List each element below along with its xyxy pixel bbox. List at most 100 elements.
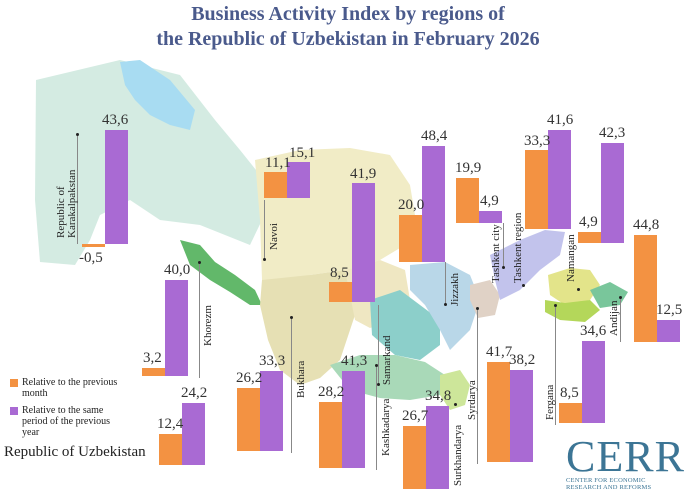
value-prev-month: -0,5 — [79, 250, 103, 266]
bar-prev-month — [559, 403, 582, 423]
value-prev-year: 41,6 — [547, 112, 574, 128]
bar-prev-month — [399, 215, 422, 262]
region-label: Navoi — [268, 223, 280, 250]
bar-prev-month — [319, 402, 342, 468]
bar-prev-year — [548, 130, 571, 229]
bar-prev-year — [510, 370, 533, 462]
map-region-fergana — [545, 300, 600, 322]
region-dot — [377, 383, 380, 386]
map-region-namangan — [548, 268, 600, 305]
region-dot — [76, 133, 79, 136]
region-dot — [375, 364, 378, 367]
region-label: Jizzakh — [449, 273, 461, 306]
region-label: Kashkadarya — [380, 398, 392, 456]
bar-prev-month — [456, 178, 479, 223]
value-prev-year: 43,6 — [102, 112, 129, 128]
value-prev-month: 12,4 — [157, 416, 184, 432]
map-region-khorezm — [180, 240, 262, 305]
region-label: Bukhara — [295, 360, 307, 398]
value-prev-month: 8,5 — [330, 265, 349, 281]
bar-prev-year — [657, 320, 680, 342]
logo-text: CERR — [566, 432, 685, 481]
map-aral-sea — [120, 60, 195, 130]
region-dot — [502, 266, 505, 269]
map-region-surkhandarya — [440, 370, 470, 410]
value-prev-month: 4,9 — [579, 214, 598, 230]
map-region-andijan — [590, 282, 628, 308]
legend-label: Relative to the same period of the previ… — [22, 405, 111, 438]
value-prev-year: 34,8 — [425, 388, 452, 404]
legend: Relative to the previous month Relative … — [10, 377, 132, 444]
bar-prev-year — [182, 403, 205, 465]
bar-prev-month — [578, 232, 601, 243]
value-prev-year: 48,4 — [421, 128, 448, 144]
bar-prev-year — [422, 146, 445, 262]
bar-prev-month — [237, 388, 260, 451]
leader-line — [199, 262, 200, 378]
region-label: Samarkand — [381, 335, 393, 385]
region-label: Tashkent region — [512, 212, 524, 283]
region-label: Syrdarya — [466, 380, 478, 420]
value-prev-month: 3,2 — [143, 350, 162, 366]
country-label: Republic of Uzbekistan — [4, 444, 146, 460]
bar-prev-year — [352, 183, 375, 302]
value-prev-year: 40,0 — [164, 262, 191, 278]
value-prev-month: 8,5 — [560, 385, 579, 401]
leader-line — [503, 223, 504, 268]
bar-prev-month — [82, 244, 105, 247]
bar-prev-month — [264, 172, 287, 198]
bar-prev-year — [426, 406, 449, 489]
cerr-logo: CERR CENTER FOR ECONOMIC RESEARCH AND RE… — [566, 432, 685, 491]
value-prev-year: 42,3 — [599, 125, 626, 141]
chart-title-line1: Business Activity Index by regions of — [191, 3, 505, 25]
region-dot — [454, 403, 457, 406]
bar-prev-month — [403, 426, 426, 489]
bar-prev-month — [159, 434, 182, 465]
bar-prev-month — [487, 362, 510, 462]
legend-label: Relative to the previous month — [22, 377, 118, 399]
bar-prev-month — [525, 150, 548, 229]
bar-prev-year — [105, 130, 128, 244]
region-label: Tashkent city — [490, 224, 502, 283]
leader-line — [477, 308, 478, 464]
logo-subtitle-2: RESEARCH AND REFORMS — [566, 484, 652, 491]
value-prev-month: 41,7 — [486, 344, 513, 360]
map-region-samarkand-teal — [370, 290, 440, 360]
value-prev-year: 15,1 — [289, 145, 316, 161]
value-prev-year: 24,2 — [181, 385, 208, 401]
leader-line — [555, 305, 556, 425]
bar-prev-year — [342, 371, 365, 468]
region-dot — [198, 261, 201, 264]
region-label: Andijan — [608, 300, 620, 336]
value-prev-year: 41,9 — [350, 166, 377, 182]
value-prev-month: 19,9 — [455, 160, 482, 176]
value-prev-year: 34,6 — [580, 323, 607, 339]
value-prev-year: 41,3 — [341, 353, 368, 369]
region-dot — [476, 307, 479, 310]
value-prev-year: 4,9 — [480, 193, 499, 209]
region-label: Republic of Karakalpakstan — [55, 169, 78, 238]
value-prev-month: 20,0 — [398, 197, 425, 213]
map-region-tashkent — [490, 230, 565, 300]
value-prev-month: 11,1 — [265, 155, 291, 171]
region-dot — [554, 304, 557, 307]
leader-line — [291, 317, 292, 453]
legend-swatch-purple — [10, 407, 18, 415]
bar-prev-month — [634, 235, 657, 342]
region-dot — [577, 288, 580, 291]
value-prev-year: 38,2 — [509, 352, 536, 368]
logo-subtitle-1: CENTER FOR ECONOMIC — [566, 477, 646, 484]
bar-prev-year — [582, 341, 605, 423]
region-dot — [290, 316, 293, 319]
value-prev-year: 33,3 — [259, 353, 286, 369]
value-prev-month: 28,2 — [318, 384, 345, 400]
region-label: Surkhandarya — [452, 424, 464, 486]
bar-prev-year — [165, 280, 188, 376]
leader-line — [620, 297, 621, 342]
region-dot — [263, 258, 266, 261]
map-region-karakalpakstan — [35, 60, 262, 265]
leader-line — [376, 365, 377, 470]
region-label: Fergana — [544, 384, 556, 420]
value-prev-month: 44,8 — [633, 217, 660, 233]
